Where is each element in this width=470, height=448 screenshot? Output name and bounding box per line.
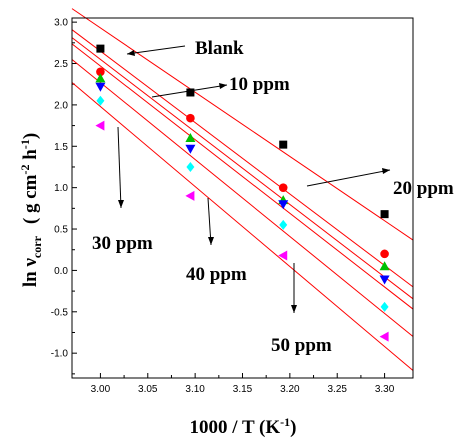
y-tick-label: 3.0 <box>54 18 68 29</box>
x-tick-label: 3.10 <box>185 384 205 395</box>
data-points <box>95 44 390 342</box>
arrow-heads <box>118 50 390 313</box>
y-tick-label: 0.0 <box>54 266 68 277</box>
data-point <box>95 82 106 92</box>
data-point <box>279 219 288 230</box>
plot-frame <box>71 17 414 379</box>
x-tick-label: 3.05 <box>138 384 158 395</box>
data-point <box>278 200 289 210</box>
data-point <box>186 88 195 97</box>
y-tick-label: 1.5 <box>54 142 68 153</box>
data-point <box>96 95 105 106</box>
data-point <box>379 275 390 285</box>
arrow-blank <box>126 45 186 55</box>
arrow-10ppm <box>151 84 228 98</box>
fit-line <box>71 82 414 371</box>
y-tick-label: 0.5 <box>54 225 68 236</box>
fit-line <box>71 37 414 300</box>
fit-line <box>71 29 414 288</box>
annotation-50ppm: 50 ppm <box>271 335 332 356</box>
annotation-10ppm: 10 ppm <box>229 74 290 95</box>
data-point <box>278 250 288 261</box>
tick-labels: 3.00 3.05 3.10 3.15 3.20 3.25 3.30 3.0 2.5 2.0 1.5… <box>51 18 395 395</box>
data-point <box>186 113 195 123</box>
annotation-30ppm: 30 ppm <box>92 233 153 254</box>
data-point <box>279 140 288 149</box>
fit-line <box>71 59 414 337</box>
data-point <box>380 301 389 312</box>
fit-line <box>71 43 414 310</box>
y-axis-title: ln νcorr( g cm-2 h-1) <box>18 133 44 287</box>
annotation-20ppm: 20 ppm <box>393 178 454 199</box>
arrow-20ppm <box>306 169 391 187</box>
y-tick-label: 2.0 <box>54 100 68 111</box>
x-tick-label: 3.20 <box>280 384 300 395</box>
arrowhead-20ppm <box>382 168 390 174</box>
data-point <box>278 183 288 192</box>
y-tick-label: -1.0 <box>51 349 69 360</box>
arrowhead-blank <box>127 50 135 56</box>
arrowhead-30ppm <box>118 200 124 208</box>
arrowhead-40ppm <box>208 237 214 245</box>
x-tick-label: 3.25 <box>327 384 347 395</box>
arrowhead-50ppm <box>291 305 297 313</box>
y-tick-label: 2.5 <box>54 59 68 70</box>
x-tick-label: 3.30 <box>375 384 395 395</box>
data-point <box>185 190 195 201</box>
x-axis-title: 1000 / T (K-1) <box>190 415 297 438</box>
y-tick-label: -0.5 <box>51 307 69 318</box>
annotation-40ppm: 40 ppm <box>186 264 247 285</box>
data-point <box>380 210 389 219</box>
data-point <box>95 120 105 131</box>
fit-lines <box>71 8 414 371</box>
data-point <box>380 249 389 259</box>
annotation-blank: Blank <box>195 38 244 59</box>
data-point <box>96 67 105 77</box>
data-point <box>379 331 389 342</box>
data-point <box>379 261 390 271</box>
x-tick-label: 3.00 <box>91 384 111 395</box>
data-point <box>186 161 195 172</box>
arrowhead-10ppm <box>219 83 227 89</box>
data-point <box>185 133 196 142</box>
data-point <box>95 73 106 83</box>
data-point <box>96 44 105 53</box>
y-tick-label: 1.0 <box>54 183 68 194</box>
arrow-30ppm <box>117 126 122 209</box>
data-point <box>185 144 196 154</box>
x-tick-label: 3.15 <box>233 384 253 395</box>
fit-line <box>71 8 414 241</box>
